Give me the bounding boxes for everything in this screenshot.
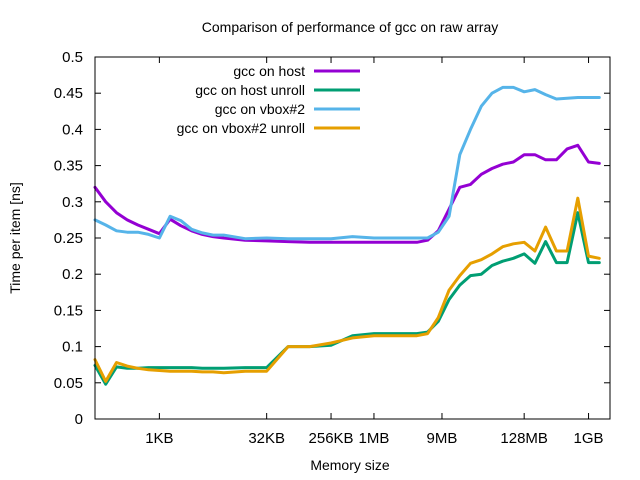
y-tick-label: 0.45 — [54, 85, 83, 102]
y-tick-label: 0.15 — [54, 302, 83, 319]
x-tick-label: 1GB — [574, 430, 604, 447]
x-tick-label: 128MB — [500, 430, 548, 447]
series-line-3 — [93, 85, 601, 241]
x-axis-title: Memory size — [310, 457, 390, 473]
y-axis: 0 0.05 0.1 0.15 0.2 0.25 0.3 0.35 0.4 0.45 0.5 — [54, 49, 610, 428]
y-tick-label: 0.2 — [62, 266, 83, 283]
x-tick-label: 32KB — [248, 430, 285, 447]
series-line-1 — [93, 143, 601, 244]
legend-label: gcc on host unroll — [195, 82, 305, 98]
y-tick-label: 0.05 — [54, 375, 83, 392]
x-tick-label: 1KB — [145, 430, 173, 447]
y-tick-label: 0.1 — [62, 339, 83, 356]
legend-label: gcc on host — [233, 63, 305, 79]
x-tick-label: 256KB — [309, 430, 354, 447]
y-tick-label: 0.5 — [62, 49, 83, 66]
x-tick-label: 1MB — [359, 430, 390, 447]
series-line-2 — [93, 211, 601, 386]
series-line-4 — [93, 196, 601, 383]
plot-area — [93, 85, 601, 386]
x-axis: 1KB 32KB 256KB 1MB 9MB 128MB 1GB — [145, 57, 604, 447]
legend-label: gcc on vbox#2 — [215, 101, 305, 117]
legend: gcc on host gcc on host unroll gcc on vbox… — [177, 63, 360, 136]
y-tick-label: 0.35 — [54, 158, 83, 175]
legend-label: gcc on vbox#2 unroll — [177, 120, 305, 136]
y-tick-label: 0 — [75, 411, 83, 428]
y-axis-title: Time per item [ns] — [7, 182, 23, 294]
chart-title: Comparison of performance of gcc on raw … — [202, 19, 498, 35]
x-tick-label: 9MB — [427, 430, 458, 447]
y-tick-label: 0.3 — [62, 194, 83, 211]
y-tick-label: 0.25 — [54, 230, 83, 247]
y-tick-label: 0.4 — [62, 121, 83, 138]
